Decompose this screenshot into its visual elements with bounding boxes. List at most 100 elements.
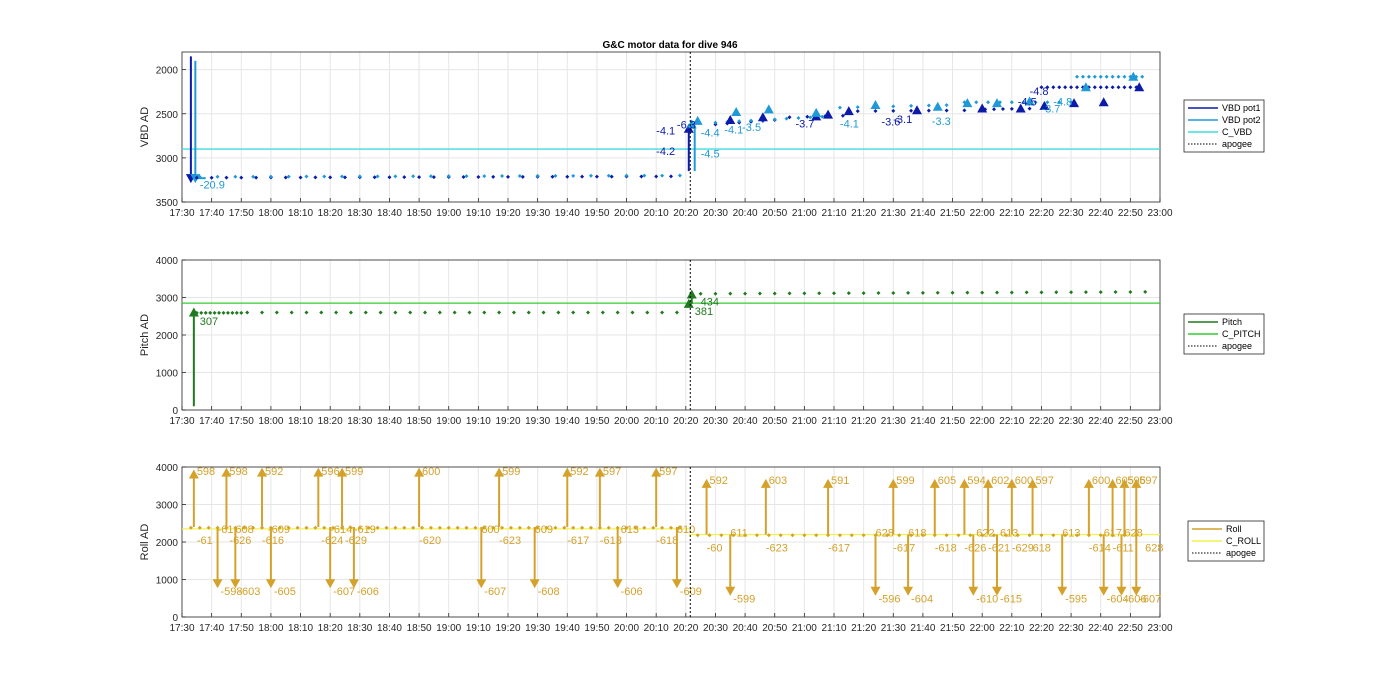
roll-point xyxy=(500,525,505,530)
roll-point xyxy=(562,525,567,530)
roll-point xyxy=(790,533,795,538)
pitch-point xyxy=(1083,290,1088,295)
vbd-pot1-point xyxy=(313,175,318,180)
x-tick-label: 22:10 xyxy=(999,416,1024,427)
x-tick-label: 18:40 xyxy=(377,623,402,634)
vbd-pot2-point xyxy=(1075,74,1080,79)
vbd-pot2-point xyxy=(837,105,842,110)
roll-point xyxy=(393,525,398,530)
roll-point xyxy=(464,525,469,530)
vbd-pot1-point xyxy=(840,113,845,118)
x-tick-label: 18:20 xyxy=(318,208,343,219)
roll-annotation: -61 xyxy=(218,524,234,536)
x-tick-label: 19:10 xyxy=(466,623,491,634)
vbd-pot1-marker xyxy=(1098,97,1109,107)
roll-annotation: -604 xyxy=(911,593,933,605)
pitch-point xyxy=(467,310,472,315)
vbd-annotation: -3.6 xyxy=(881,117,900,129)
vbd-annotation: -4.1 xyxy=(840,118,859,130)
pitch-point xyxy=(743,291,748,296)
figure-title: G&C motor data for dive 946 xyxy=(602,40,737,51)
roll-annotation: 596 xyxy=(321,466,339,478)
roll-marker xyxy=(188,469,199,479)
roll-point xyxy=(980,533,985,538)
plot-content: -19.7-20.9-4.2 -4.5-4.1-6.3-4.4 -4.1-3.5 -3… xyxy=(182,56,1160,191)
x-tick-label: 20:30 xyxy=(703,208,728,219)
roll-annotation: 603 xyxy=(769,475,787,487)
x-tick-label: 17:50 xyxy=(229,416,254,427)
y-tick-label: 0 xyxy=(172,406,178,417)
vbd-pot1-point xyxy=(891,108,896,113)
pitch-point xyxy=(208,310,213,315)
x-tick-label: 20:20 xyxy=(673,208,698,219)
pitch-point xyxy=(980,290,985,295)
roll-annotation: 617 xyxy=(1104,528,1122,540)
vbd-pot2-marker xyxy=(992,98,1002,108)
x-tick-label: 19:40 xyxy=(555,208,580,219)
roll-marker xyxy=(701,478,712,488)
pitch-point xyxy=(757,291,762,296)
vbd-pot2-point xyxy=(428,174,433,179)
roll-annotation: 608 xyxy=(235,524,253,536)
vbd-pot1-point xyxy=(669,174,673,179)
vbd-pot2-marker xyxy=(1080,82,1091,92)
x-tick-label: 18:30 xyxy=(347,623,372,634)
pitch-point xyxy=(906,290,911,295)
x-tick-label: 18:00 xyxy=(258,208,283,219)
roll-point xyxy=(206,525,211,530)
roll-point xyxy=(766,533,771,538)
vbd-pot2-point xyxy=(268,174,273,179)
roll-point xyxy=(633,525,638,530)
roll-point xyxy=(677,525,682,530)
roll-marker xyxy=(1006,478,1017,488)
pitch-point xyxy=(846,291,851,296)
vbd-pot2-point xyxy=(1033,100,1038,105)
roll-marker xyxy=(968,586,979,596)
roll-point xyxy=(277,525,282,530)
roll-marker xyxy=(265,579,276,589)
vbd-pot2-point xyxy=(784,116,789,121)
vbd-pot1-point xyxy=(1057,85,1062,90)
x-tick-label: 19:50 xyxy=(584,416,609,427)
vbd-pot1-point xyxy=(1092,85,1097,90)
pitch-point xyxy=(1054,290,1059,295)
roll-annotation: -617 xyxy=(893,543,915,555)
vbd-pot2-marker xyxy=(190,174,201,184)
vbd-pot1-point xyxy=(283,175,288,180)
vbd-pot2-point xyxy=(1104,74,1109,79)
roll-point xyxy=(669,525,673,530)
vbd-pot2-point xyxy=(1098,74,1103,79)
legend-entry: C_ROLL xyxy=(1226,536,1261,546)
vbd-pot2-point xyxy=(571,173,576,178)
x-tick-label: 22:40 xyxy=(1088,208,1113,219)
x-tick-label: 22:50 xyxy=(1118,208,1143,219)
pitch-point xyxy=(1113,290,1118,294)
pitch-point xyxy=(497,310,502,315)
pitch-point xyxy=(234,310,239,315)
x-tick-label: 19:40 xyxy=(555,623,580,634)
pitch-point xyxy=(482,310,487,315)
pitch-point xyxy=(1039,290,1044,295)
roll-point xyxy=(251,525,256,530)
roll-annotation: 597 xyxy=(1139,475,1157,487)
vbd-pot1-point xyxy=(1009,106,1014,111)
x-tick-label: 18:00 xyxy=(258,416,283,427)
roll-marker xyxy=(1119,478,1130,488)
x-tick-label: 19:10 xyxy=(466,208,491,219)
roll-point xyxy=(885,533,890,538)
y-tick-label: 4000 xyxy=(156,463,179,474)
roll-annotation: 622 xyxy=(976,528,994,540)
vbd-pot1-point xyxy=(239,175,244,180)
vbd-pot1-marker xyxy=(843,106,854,116)
roll-marker xyxy=(594,467,605,477)
roll-annotation: -614 xyxy=(330,524,352,536)
roll-marker xyxy=(983,478,994,488)
vbd-pot2-point xyxy=(482,174,487,179)
roll-annotation: -604 xyxy=(1107,593,1129,605)
pitch-marker xyxy=(686,289,697,299)
x-tick-label: 21:10 xyxy=(821,208,846,219)
vbd-pot2-point xyxy=(677,173,682,178)
vbd-pot2-point xyxy=(1021,100,1026,105)
x-tick-label: 19:50 xyxy=(584,208,609,219)
